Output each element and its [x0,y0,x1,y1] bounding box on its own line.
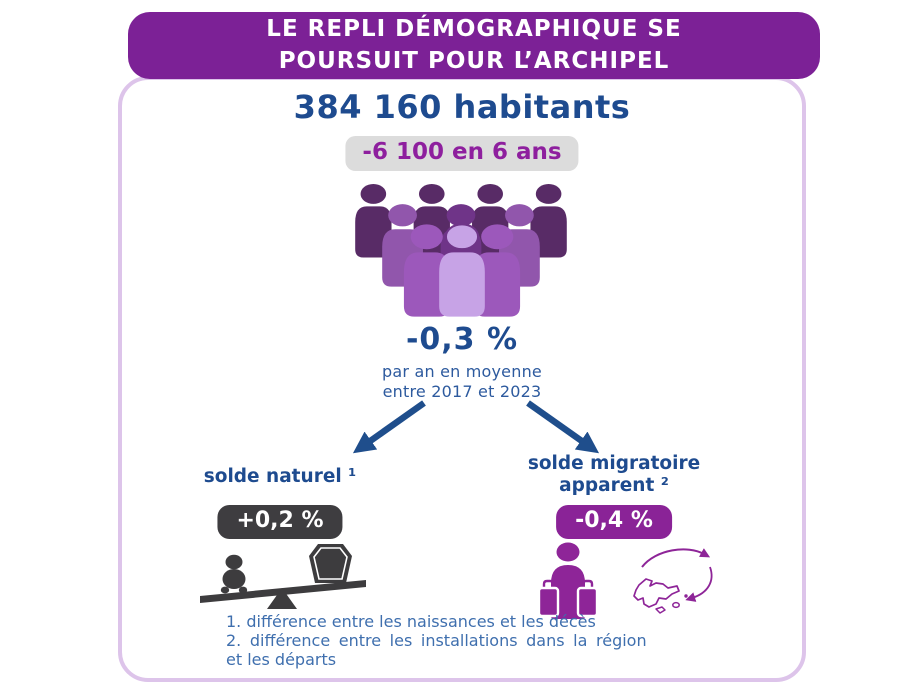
seesaw-fulcrum [267,588,297,609]
title-banner: LE REPLI DÉMOGRAPHIQUE SE POURSUIT POUR … [128,12,820,79]
footnote-2: 2. différence entre les installations da… [226,631,647,651]
migration-balance-section: solde migratoire apparent ² -0,4 % [489,450,739,685]
migration-balance-label-line1: solde migratoire [527,453,701,474]
highlighted-person-icon [439,223,485,317]
coffin-icon [309,544,352,583]
births-deaths-seesaw-icon [200,544,366,609]
migration-balance-badge: -0,4 % [556,505,672,539]
traveler-with-suitcases-icon [538,542,599,619]
right-arrow [526,400,600,454]
migration-balance-label: solde migratoire apparent ² [489,453,739,496]
migration-icon [538,542,713,619]
rate-subtitle: par an en moyenne entre 2017 et 2023 [122,362,802,401]
left-arrow [352,400,426,454]
rate-subtitle-line2: entre 2017 et 2023 [382,381,542,401]
content-card: 384 160 habitants -6 100 en 6 ans [118,76,806,682]
title-line2: POURSUIT POUR L’ARCHIPEL [278,47,670,74]
natural-balance-badge: +0,2 % [217,505,343,539]
out-migration-arrow [641,548,711,568]
migration-balance-label-line2: apparent ² [559,474,669,496]
rate-value: -0,3 % [405,322,519,357]
crowd-icon [355,184,567,317]
footnotes: 1. différence entre les naissances et le… [226,612,706,669]
footnote-2-continued: et les départs [226,650,337,670]
population-change-badge: -6 100 en 6 ans [345,136,579,171]
footnote-1: 1. différence entre les naissances et le… [226,612,596,631]
population-headline: 384 160 habitants [293,88,631,126]
title-line1: LE REPLI DÉMOGRAPHIQUE SE [266,16,682,43]
natural-balance-section: solde naturel ¹ +0,2 % [160,450,400,685]
natural-balance-label: solde naturel ¹ [203,466,357,487]
rate-subtitle-line1: par an en moyenne [382,362,542,381]
split-arrows-icon [352,400,600,454]
in-migration-arrow [685,566,713,602]
archipelago-map-icon [633,578,688,614]
baby-icon [220,554,248,594]
